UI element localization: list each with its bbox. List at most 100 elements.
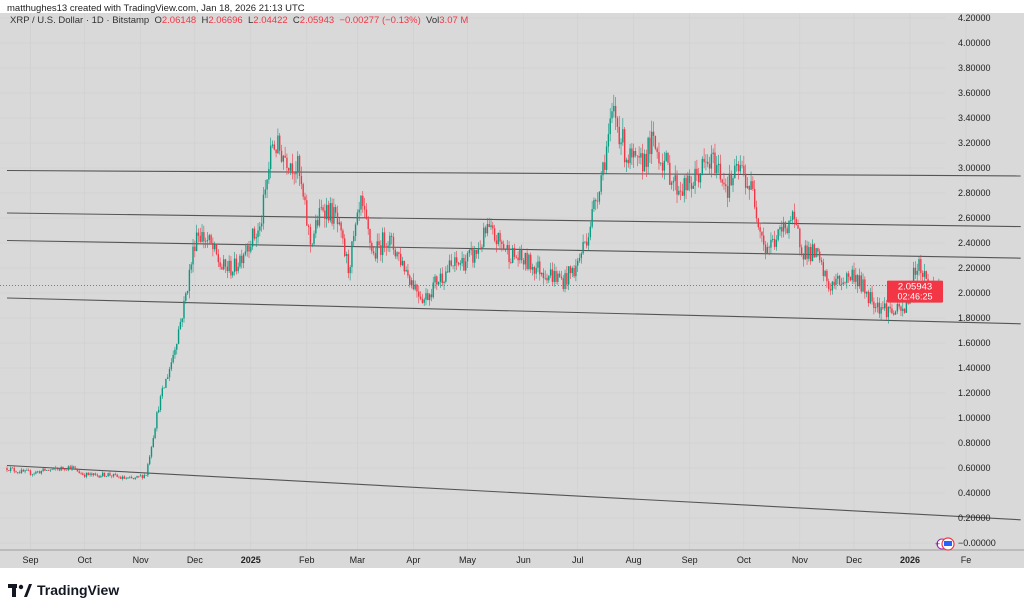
candle-body xyxy=(501,241,503,244)
candle-body xyxy=(33,473,35,475)
tradingview-logo[interactable]: TradingView xyxy=(8,582,119,598)
candle-body xyxy=(716,165,718,174)
candle-body xyxy=(539,261,541,275)
candle-body xyxy=(560,276,563,279)
time-tick-label: Oct xyxy=(78,555,93,565)
candle-body xyxy=(203,232,205,242)
candle-body xyxy=(268,169,270,180)
candle-body xyxy=(853,269,855,282)
candle-body xyxy=(428,294,431,301)
candle-body xyxy=(31,474,33,475)
candle-body xyxy=(614,105,617,119)
candle-body xyxy=(145,474,147,476)
candle-body xyxy=(782,222,785,232)
candle-body xyxy=(517,257,519,261)
candle-body xyxy=(439,273,442,282)
candle-body xyxy=(598,191,601,202)
candle-body xyxy=(459,263,462,265)
candle-body xyxy=(878,302,880,314)
candle-body xyxy=(576,260,579,266)
time-tick-label: Sep xyxy=(22,555,38,565)
candle-body xyxy=(466,253,469,262)
candle-body xyxy=(441,273,443,284)
events-icon[interactable]: + xyxy=(935,537,955,551)
candle-body xyxy=(692,185,694,189)
candle-body xyxy=(620,142,622,145)
time-tick-label: Sep xyxy=(682,555,698,565)
candle-body xyxy=(18,472,21,474)
candle-body xyxy=(907,302,909,304)
candle-body xyxy=(147,464,149,476)
candle-body xyxy=(253,228,256,239)
candle-body xyxy=(448,260,451,273)
candle-body xyxy=(750,181,752,190)
candle-body xyxy=(717,163,720,166)
candle-body xyxy=(799,228,801,248)
candle-body xyxy=(11,467,14,469)
price-tick-label: 2.40000 xyxy=(958,238,991,248)
candle-body xyxy=(230,260,232,276)
candle-body xyxy=(772,238,774,240)
candle-body xyxy=(764,244,767,254)
time-tick-label: Aug xyxy=(626,555,642,565)
candle-body xyxy=(647,137,649,167)
candle-body xyxy=(168,369,171,378)
candle-body xyxy=(649,137,651,155)
candle-body xyxy=(158,410,160,413)
candle-body xyxy=(125,478,127,479)
candle-body xyxy=(575,265,577,277)
candle-body xyxy=(457,262,460,265)
time-axis[interactable]: Sep Oct Nov Dec 2025 Feb Mar Apr May Jun Jul Aug Sep… xyxy=(22,555,971,565)
candle-body xyxy=(127,477,129,479)
candle-body xyxy=(548,275,550,281)
candle-body xyxy=(353,236,355,242)
candle-body xyxy=(510,261,512,263)
candle-body xyxy=(645,153,648,167)
candle-body xyxy=(705,161,707,163)
candle-body xyxy=(634,151,637,156)
candle-body xyxy=(504,249,507,251)
candle-body xyxy=(233,258,236,272)
candle-body xyxy=(746,186,749,188)
candle-body xyxy=(242,254,245,264)
candle-body xyxy=(846,273,848,283)
candle-body xyxy=(562,278,564,289)
candle-body xyxy=(282,155,285,162)
candle-body xyxy=(20,469,23,474)
time-tick-label: Mar xyxy=(350,555,366,565)
candle-body xyxy=(860,275,862,292)
chart-background xyxy=(0,13,1024,568)
candle-body xyxy=(663,160,666,171)
candle-body xyxy=(683,178,685,196)
candle-body xyxy=(564,273,566,289)
candle-body xyxy=(179,322,182,330)
candle-body xyxy=(831,281,834,291)
candle-body xyxy=(833,281,835,286)
candle-body xyxy=(640,153,642,158)
candle-body xyxy=(737,164,740,172)
candle-body xyxy=(109,473,111,476)
candle-body xyxy=(636,155,638,157)
candle-body xyxy=(338,222,341,225)
candle-body xyxy=(156,412,158,429)
candle-body xyxy=(806,245,808,259)
candle-body xyxy=(580,253,583,259)
chart-credit: matthughes13 created with TradingView.co… xyxy=(7,3,305,14)
candle-body xyxy=(271,144,274,146)
time-tick-label: Jul xyxy=(572,555,584,565)
candle-body xyxy=(327,204,330,221)
candle-body xyxy=(306,200,308,226)
candle-body xyxy=(470,248,472,251)
price-axis[interactable]: −0.00000 0.20000 0.40000 0.60000 0.80000 1.00… xyxy=(958,13,996,548)
candle-body xyxy=(161,388,164,397)
symbol-title[interactable]: XRP / U.S. Dollar · 1D · Bitstamp xyxy=(10,15,150,26)
candle-body xyxy=(251,228,254,247)
candle-body xyxy=(257,230,259,238)
candle-body xyxy=(604,162,606,170)
candle-body xyxy=(8,470,10,471)
time-tick-label: 2026 xyxy=(900,555,920,565)
candle-body xyxy=(773,238,776,247)
candle-body xyxy=(887,306,890,318)
price-tick-label: 1.80000 xyxy=(958,313,991,323)
